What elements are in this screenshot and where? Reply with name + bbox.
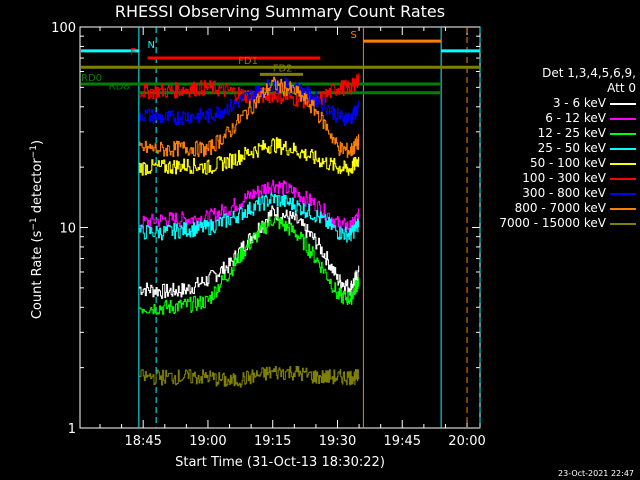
legend-label: 300 - 800 keV bbox=[522, 186, 606, 200]
legend-entry: 50 - 100 keV bbox=[486, 156, 636, 171]
legend: Det 1,3,4,5,6,9, Att 0 3 - 6 keV 6 - 12 k… bbox=[486, 66, 636, 231]
legend-entry: 100 - 300 keV bbox=[486, 171, 636, 186]
x-tick-label: 20:00 bbox=[448, 434, 485, 449]
flag-label-rd0: RD0 bbox=[81, 73, 102, 84]
series-line-2 bbox=[138, 216, 360, 315]
legend-swatch bbox=[610, 222, 636, 225]
legend-label: 100 - 300 keV bbox=[522, 171, 606, 185]
x-tick-label: 19:45 bbox=[384, 434, 421, 449]
series-line-4 bbox=[138, 137, 360, 176]
legend-entry: 3 - 6 keV bbox=[486, 96, 636, 111]
flag-label-s: S bbox=[350, 30, 356, 41]
legend-entry: 800 - 7000 keV bbox=[486, 201, 636, 216]
legend-header-line-1: Det 1,3,4,5,6,9, bbox=[542, 66, 636, 80]
x-tick-label: 19:15 bbox=[254, 434, 291, 449]
flag-label-fd2: FD2 bbox=[273, 63, 293, 74]
series-line-8 bbox=[138, 365, 360, 388]
legend-swatch bbox=[610, 102, 636, 105]
legend-label: 6 - 12 keV bbox=[545, 111, 606, 125]
chart-title: RHESSI Observing Summary Count Rates bbox=[114, 2, 446, 21]
legend-swatch bbox=[610, 117, 636, 120]
flag-label-fd1: FD1 bbox=[238, 56, 258, 67]
x-tick-label: 19:00 bbox=[189, 434, 226, 449]
legend-label: 12 - 25 keV bbox=[537, 126, 606, 140]
legend-header-line-2: Att 0 bbox=[607, 81, 636, 95]
flag-label-rd8: RD8 bbox=[109, 82, 130, 93]
timestamp-footer: 23-Oct-2021 22:47 bbox=[558, 469, 634, 478]
x-axis-label: Start Time (31-Oct-13 18:30:22) bbox=[175, 455, 385, 470]
flag-label-n: N bbox=[148, 40, 155, 51]
legend-swatch bbox=[610, 192, 636, 195]
legend-entry: 6 - 12 keV bbox=[486, 111, 636, 126]
legend-swatch bbox=[610, 132, 636, 135]
series-line-6 bbox=[138, 77, 360, 126]
y-tick-label: 100 bbox=[51, 21, 76, 36]
legend-entry: 12 - 25 keV bbox=[486, 126, 636, 141]
legend-label: 800 - 7000 keV bbox=[514, 201, 606, 215]
legend-swatch bbox=[610, 162, 636, 165]
y-axis-label: Count Rate (s−1 detector−1) bbox=[28, 139, 46, 320]
series-line-0 bbox=[138, 205, 360, 299]
legend-swatch bbox=[610, 207, 636, 210]
series-line-7 bbox=[138, 76, 360, 158]
legend-label: 50 - 100 keV bbox=[529, 156, 606, 170]
legend-swatch bbox=[610, 177, 636, 180]
legend-label: 3 - 6 keV bbox=[552, 96, 606, 110]
series-line-3 bbox=[138, 192, 360, 243]
flag-label-f: F bbox=[130, 47, 136, 58]
legend-label: 7000 - 15000 keV bbox=[499, 216, 606, 230]
x-tick-label: 18:45 bbox=[124, 434, 161, 449]
series-line-1 bbox=[138, 179, 360, 236]
legend-entry: 300 - 800 keV bbox=[486, 186, 636, 201]
x-tick-label: 19:30 bbox=[319, 434, 356, 449]
legend-label: 25 - 50 keV bbox=[537, 141, 606, 155]
legend-entry: 7000 - 15000 keV bbox=[486, 216, 636, 231]
legend-entry: 25 - 50 keV bbox=[486, 141, 636, 156]
y-tick-label: 10 bbox=[59, 222, 76, 237]
legend-swatch bbox=[610, 147, 636, 150]
y-tick-label: 1 bbox=[68, 422, 76, 437]
